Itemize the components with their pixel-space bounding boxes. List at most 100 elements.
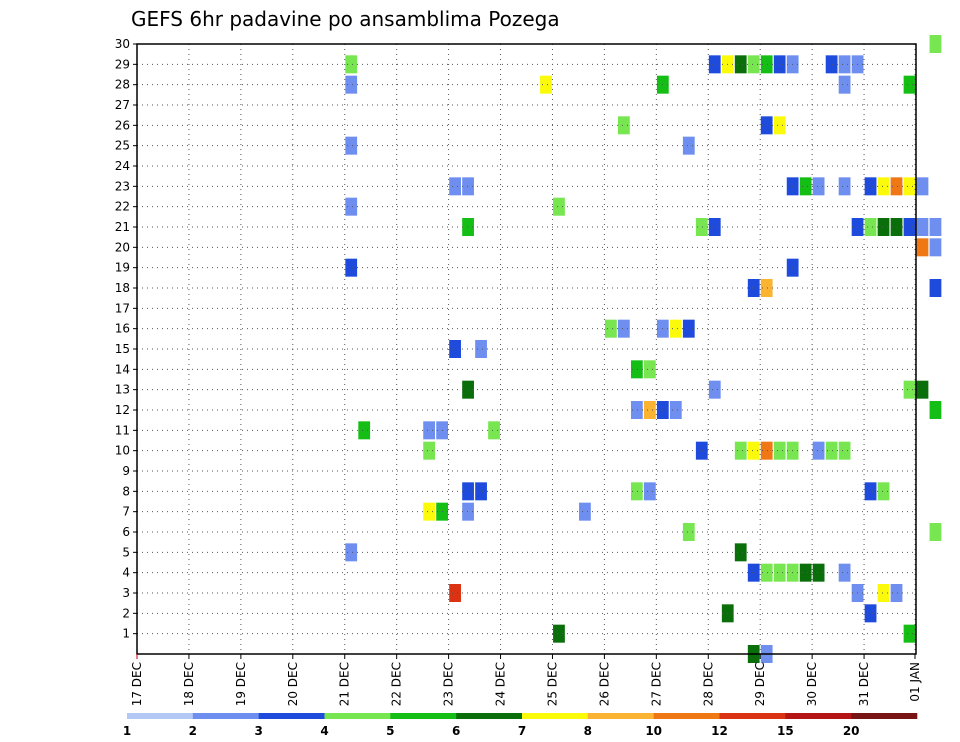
legend-swatch bbox=[522, 713, 589, 719]
heatmap-cell bbox=[903, 177, 916, 196]
x-tick-label: 29 DEC bbox=[753, 662, 767, 706]
heatmap-cell bbox=[345, 258, 358, 277]
heatmap-cell bbox=[462, 177, 474, 196]
y-tick-label: 4 bbox=[122, 566, 130, 580]
y-tick-label: 18 bbox=[115, 281, 130, 295]
y-tick-label: 23 bbox=[115, 179, 130, 193]
heatmap-cell bbox=[488, 421, 500, 440]
heatmap-cell bbox=[890, 177, 903, 196]
y-tick-label: 15 bbox=[115, 342, 130, 356]
heatmap-cell bbox=[864, 177, 877, 196]
legend-label: 20 bbox=[843, 724, 860, 738]
heatmap-cell bbox=[423, 502, 436, 521]
x-tick-label: 17 DEC bbox=[130, 662, 144, 706]
heatmap-cell bbox=[838, 75, 851, 94]
legend-label: 6 bbox=[452, 724, 460, 738]
y-tick-label: 5 bbox=[122, 545, 130, 559]
y-tick-label: 2 bbox=[122, 606, 130, 620]
plot-frame bbox=[136, 43, 917, 655]
heatmap-cell bbox=[423, 441, 436, 460]
legend-swatch bbox=[127, 713, 194, 719]
x-tick-label: 18 DEC bbox=[182, 662, 196, 706]
cells-layer bbox=[345, 35, 942, 663]
y-tick-label: 30 bbox=[115, 37, 130, 51]
heatmap-cell bbox=[929, 401, 942, 419]
y-tick-label: 7 bbox=[122, 505, 130, 519]
heatmap-cell bbox=[773, 563, 786, 582]
heatmap-cell bbox=[903, 380, 916, 399]
heatmap-cell bbox=[929, 238, 942, 257]
heatmap-cell bbox=[605, 319, 617, 338]
y-tick-label: 20 bbox=[115, 240, 130, 254]
heatmap-cell bbox=[630, 482, 643, 501]
y-axis: 1234567891011121314151617181920212223242… bbox=[115, 37, 137, 641]
heatmap-cell bbox=[864, 218, 877, 236]
y-tick-label: 13 bbox=[115, 383, 130, 397]
heatmap-cell bbox=[345, 197, 358, 216]
heatmap-cell bbox=[449, 340, 461, 358]
heatmap-cell bbox=[916, 218, 929, 236]
y-tick-label: 8 bbox=[122, 484, 130, 498]
legend-label: 5 bbox=[386, 724, 394, 738]
heatmap-cell bbox=[449, 584, 461, 602]
heatmap-cell bbox=[734, 441, 747, 460]
heatmap-cell bbox=[540, 75, 552, 94]
heatmap-cell bbox=[838, 441, 851, 460]
chart-title: GEFS 6hr padavine po ansamblima Pozega bbox=[131, 7, 560, 31]
legend-swatch bbox=[587, 713, 654, 719]
heatmap-cell bbox=[838, 563, 851, 582]
heatmap-cell bbox=[358, 421, 371, 440]
heatmap-cell bbox=[462, 380, 474, 399]
heatmap-cell bbox=[643, 401, 656, 419]
y-tick-label: 19 bbox=[115, 261, 130, 275]
y-tick-label: 25 bbox=[115, 139, 130, 153]
x-tick-label: 22 DEC bbox=[390, 662, 404, 706]
heatmap-cell bbox=[462, 502, 474, 521]
heatmap-cell bbox=[773, 441, 786, 460]
heatmap-cell bbox=[630, 401, 643, 419]
y-tick-label: 6 bbox=[122, 525, 130, 539]
heatmap-cell bbox=[708, 55, 721, 74]
x-tick-label: 01 JAN bbox=[908, 662, 922, 702]
heatmap-cell bbox=[890, 218, 903, 236]
heatmap-cell bbox=[916, 238, 929, 257]
heatmap-cell bbox=[760, 279, 773, 297]
y-tick-label: 26 bbox=[115, 118, 130, 132]
y-tick-label: 14 bbox=[115, 362, 130, 376]
legend-label: 7 bbox=[518, 724, 526, 738]
heatmap-cell bbox=[877, 177, 890, 196]
heatmap-cell bbox=[345, 55, 358, 74]
heatmap-cell bbox=[747, 563, 760, 582]
heatmap-cell bbox=[617, 319, 630, 338]
heatmap-cell bbox=[812, 441, 825, 460]
heatmap-cell bbox=[475, 340, 487, 358]
y-tick-label: 12 bbox=[115, 403, 130, 417]
legend-label: 3 bbox=[254, 724, 262, 738]
heatmap-cell bbox=[345, 75, 358, 94]
heatmap-cell bbox=[462, 482, 474, 501]
x-axis: 17 DEC 18 DEC 19 DEC 20 DEC 21 DEC 22 DEC 23 D… bbox=[130, 654, 922, 706]
heatmap-cell bbox=[890, 584, 903, 602]
heatmap-cell bbox=[423, 421, 436, 440]
legend-label: 4 bbox=[320, 724, 328, 738]
x-tick-label: 24 DEC bbox=[494, 662, 508, 706]
legend-swatch bbox=[653, 713, 720, 719]
x-tick-label: 23 DEC bbox=[442, 662, 456, 706]
heatmap-cell bbox=[734, 543, 747, 562]
heatmap-cell bbox=[864, 604, 877, 623]
heatmap-cell bbox=[903, 75, 916, 94]
heatmap-cell bbox=[669, 319, 682, 338]
heatmap-cell bbox=[760, 441, 773, 460]
legend-swatch bbox=[851, 713, 918, 719]
legend-swatch bbox=[192, 713, 259, 719]
heatmap-cell bbox=[799, 177, 812, 196]
x-tick-label: 28 DEC bbox=[701, 662, 715, 706]
x-tick-label: 30 DEC bbox=[805, 662, 819, 706]
grid-layer bbox=[137, 43, 916, 654]
heatmap-cell bbox=[903, 624, 916, 643]
heatmap-cell bbox=[708, 380, 721, 399]
heatmap-cell bbox=[553, 624, 565, 643]
y-tick-label: 21 bbox=[115, 220, 130, 234]
heatmap-cell bbox=[747, 279, 760, 297]
heatmap-cell bbox=[345, 136, 358, 155]
